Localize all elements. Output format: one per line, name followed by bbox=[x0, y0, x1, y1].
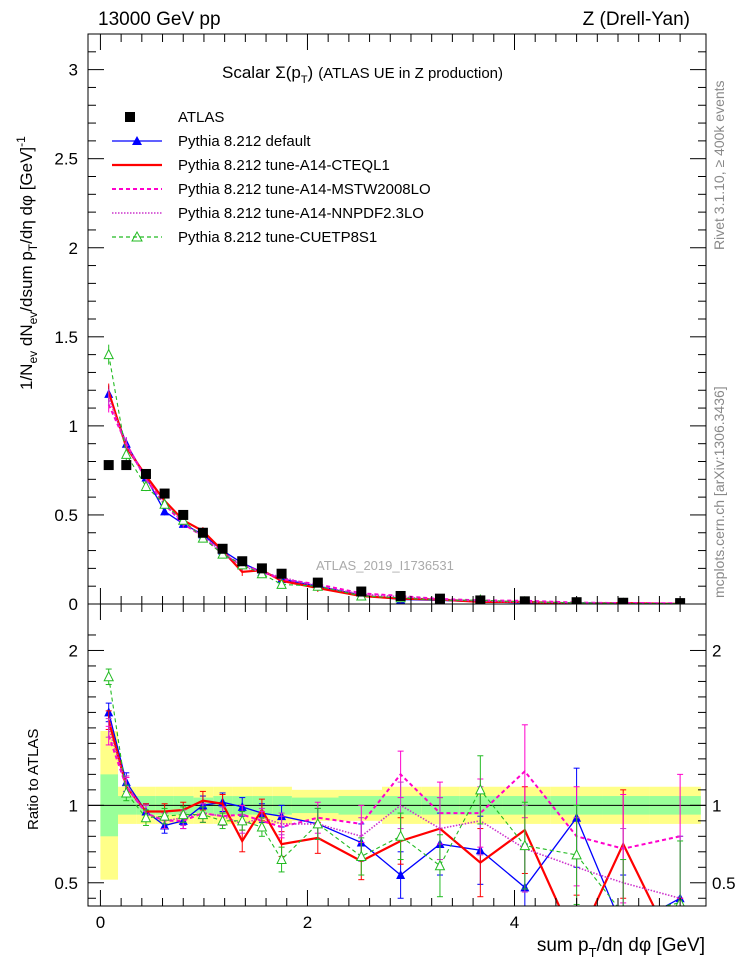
atlas-point bbox=[434, 593, 445, 604]
main-ytick-label: 1.5 bbox=[54, 328, 78, 347]
ratio-frame bbox=[87, 603, 707, 907]
main-series bbox=[103, 344, 686, 604]
atlas-point bbox=[356, 586, 367, 597]
header-process: Z (Drell-Yan) bbox=[583, 9, 690, 30]
ratio-marker-cuetp8s1 bbox=[197, 808, 209, 820]
main-ytick-label: 2 bbox=[69, 239, 78, 258]
legend-label-default: Pythia 8.212 default bbox=[178, 133, 311, 150]
main-ytick-label: 1 bbox=[69, 417, 78, 436]
ratio-marker-cuetp8s1 bbox=[519, 839, 531, 851]
plot-title: Scalar Σ(pT) (ATLAS UE in Z production) bbox=[222, 63, 503, 86]
atlas-point bbox=[395, 590, 406, 601]
ratio-marker-cuetp8s1 bbox=[217, 814, 228, 826]
ratio-marker-cuetp8s1 bbox=[619, 909, 628, 918]
legend-entry-mstw: Pythia 8.212 tune-A14-MSTW2008LO bbox=[112, 181, 431, 198]
y-axis-label-main: 1/Nev dNev/dsum pT/dη dφ [GeV]-1 bbox=[14, 136, 40, 390]
header-energy: 13000 GeV pp bbox=[98, 9, 221, 30]
ratio-marker-cuetp8s1 bbox=[475, 783, 486, 795]
ratio-ytick-label: 0.5 bbox=[54, 874, 78, 893]
main-marker-cuetp8s1 bbox=[140, 480, 152, 491]
legend-entry-cteql1: Pythia 8.212 tune-A14-CTEQL1 bbox=[112, 157, 390, 174]
ratio-ytick-label-right: 1 bbox=[712, 796, 721, 815]
analysis-watermark: ATLAS_2019_I1736531 bbox=[316, 558, 454, 573]
legend-label-atlas: ATLAS bbox=[178, 109, 224, 126]
main-line-mstw bbox=[107, 404, 681, 604]
legend-label-mstw: Pythia 8.212 tune-A14-MSTW2008LO bbox=[178, 181, 431, 198]
legend-entry-nnpdf: Pythia 8.212 tune-A14-NNPDF2.3LO bbox=[112, 205, 424, 222]
main-ytick-label: 0.5 bbox=[54, 506, 78, 525]
atlas-point bbox=[276, 568, 287, 579]
main-ytick-label: 2.5 bbox=[54, 150, 78, 169]
ratio-marker-default bbox=[396, 870, 406, 880]
ratio-marker-cuetp8s1 bbox=[236, 814, 248, 826]
main-marker-default bbox=[160, 506, 170, 516]
legend-label-cteql1: Pythia 8.212 tune-A14-CTEQL1 bbox=[178, 157, 390, 174]
ratio-marker-cuetp8s1 bbox=[159, 810, 170, 821]
ratio-ytick-label-right: 2 bbox=[712, 641, 721, 660]
rivet-label: Rivet 3.1.10, ≥ 400k events bbox=[711, 80, 727, 250]
mcplots-label: mcplots.cern.ch [arXiv:1306.3436] bbox=[711, 386, 727, 598]
legend-entry-cuetp8s1: Pythia 8.212 tune-CUETP8S1 bbox=[112, 229, 377, 246]
ratio-ytick-label: 1 bbox=[69, 796, 78, 815]
ratio-marker-cuetp8s1 bbox=[571, 848, 582, 860]
ratio-marker-cuetp8s1 bbox=[256, 820, 268, 832]
ratio-marker-cuetp8s1 bbox=[434, 859, 446, 871]
ratio-marker-cuetp8s1 bbox=[395, 830, 406, 841]
ratio-marker-default bbox=[619, 924, 628, 933]
atlas-point bbox=[159, 488, 170, 499]
atlas-point bbox=[140, 468, 151, 479]
main-marker-cuetp8s1 bbox=[159, 498, 170, 509]
ratio-xtick-label: 2 bbox=[303, 913, 312, 932]
legend-marker-atlas bbox=[125, 112, 135, 122]
atlas-point bbox=[256, 563, 267, 574]
legend-entry-default: Pythia 8.212 default bbox=[112, 133, 311, 150]
legend-label-cuetp8s1: Pythia 8.212 tune-CUETP8S1 bbox=[178, 229, 377, 246]
ratio-marker-cuetp8s1 bbox=[140, 811, 152, 823]
atlas-point bbox=[312, 577, 323, 588]
main-marker-cuetp8s1 bbox=[103, 348, 115, 360]
ratio-marker-cuetp8s1 bbox=[355, 850, 367, 861]
main-ytick-label: 3 bbox=[69, 61, 78, 80]
atlas-point bbox=[519, 596, 530, 604]
ratio-ytick-label: 2 bbox=[69, 641, 78, 660]
atlas-point bbox=[197, 527, 208, 538]
atlas-point bbox=[475, 595, 486, 604]
legend-entry-atlas: ATLAS bbox=[125, 109, 224, 126]
legend-marker-cuetp8s1 bbox=[131, 230, 143, 242]
ratio-uncertainty-bands bbox=[88, 730, 706, 880]
x-axis-label: sum pT/dη dφ [GeV] bbox=[537, 935, 705, 960]
atlas-point bbox=[178, 509, 189, 520]
axes-ticks: 0 0.5 1 1.5 2 2.5 3 0 2 4 0.5 0.5 1 1 2 2 bbox=[54, 34, 736, 932]
y-axis-label-ratio: Ratio to ATLAS bbox=[25, 729, 42, 830]
legend-marker-default bbox=[132, 136, 142, 145]
ratio-marker-cuetp8s1 bbox=[120, 786, 132, 798]
ratio-marker-cuetp8s1 bbox=[177, 808, 189, 820]
ratio-xtick-label: 4 bbox=[510, 913, 519, 932]
main-marker-cuetp8s1 bbox=[120, 448, 132, 459]
atlas-point bbox=[103, 460, 114, 471]
ratio-ytick-label-right: 0.5 bbox=[712, 874, 736, 893]
ratio-marker-cuetp8s1 bbox=[103, 670, 115, 682]
main-ytick-label: 0 bbox=[69, 595, 78, 614]
atlas-point bbox=[618, 597, 629, 604]
atlas-point bbox=[121, 460, 132, 471]
ratio-series bbox=[103, 668, 685, 933]
ratio-marker-cuetp8s1 bbox=[312, 817, 324, 829]
atlas-point bbox=[217, 543, 228, 554]
atlas-point bbox=[237, 556, 248, 567]
ratio-marker-cuetp8s1 bbox=[276, 853, 287, 865]
legend: ATLAS Pythia 8.212 default Pythia 8.212 … bbox=[112, 109, 431, 246]
legend-label-nnpdf: Pythia 8.212 tune-A14-NNPDF2.3LO bbox=[178, 205, 424, 222]
main-marker-cuetp8s1 bbox=[276, 578, 287, 589]
ratio-xtick-label: 0 bbox=[96, 913, 105, 932]
